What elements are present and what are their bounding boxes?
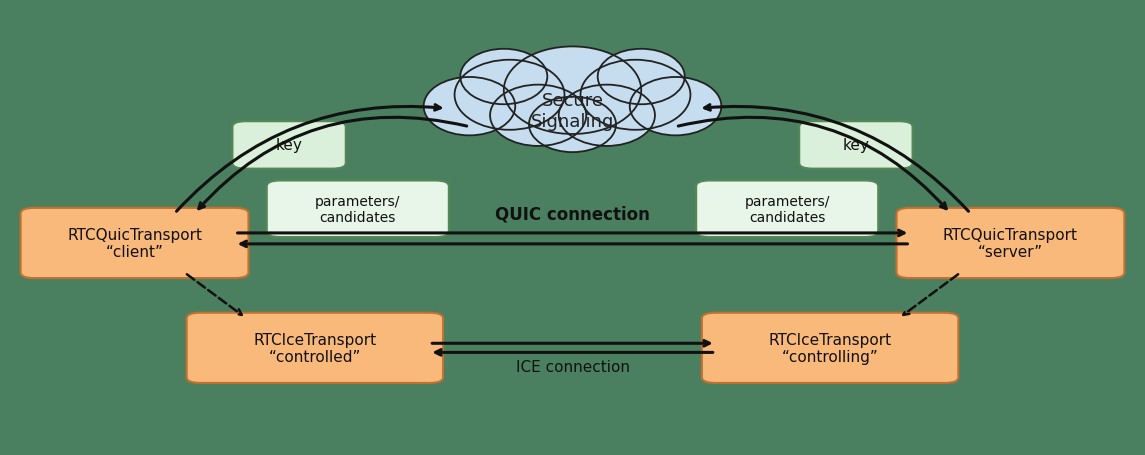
Text: Secure
Signaling: Secure Signaling (531, 92, 614, 131)
Text: key: key (843, 138, 869, 153)
Ellipse shape (598, 50, 685, 105)
Text: RTCQuicTransport
“server”: RTCQuicTransport “server” (943, 227, 1077, 260)
FancyBboxPatch shape (267, 181, 449, 238)
Ellipse shape (424, 78, 515, 136)
Ellipse shape (460, 50, 547, 105)
FancyBboxPatch shape (232, 122, 346, 169)
Ellipse shape (581, 61, 690, 131)
Text: key: key (276, 138, 302, 153)
FancyBboxPatch shape (21, 208, 248, 278)
Text: ICE connection: ICE connection (515, 359, 630, 374)
FancyBboxPatch shape (702, 313, 958, 383)
FancyBboxPatch shape (187, 313, 443, 383)
Ellipse shape (490, 86, 586, 147)
FancyBboxPatch shape (897, 208, 1124, 278)
Text: QUIC connection: QUIC connection (495, 205, 650, 223)
Ellipse shape (455, 61, 564, 131)
Ellipse shape (559, 86, 655, 147)
Text: RTCIceTransport
“controlling”: RTCIceTransport “controlling” (768, 332, 892, 364)
Text: RTCQuicTransport
“client”: RTCQuicTransport “client” (68, 227, 202, 260)
Text: parameters/
candidates: parameters/ candidates (315, 194, 401, 224)
Ellipse shape (529, 97, 616, 153)
FancyBboxPatch shape (799, 122, 913, 169)
Ellipse shape (504, 47, 641, 135)
FancyBboxPatch shape (696, 181, 878, 238)
Text: parameters/
candidates: parameters/ candidates (744, 194, 830, 224)
Text: RTCIceTransport
“controlled”: RTCIceTransport “controlled” (253, 332, 377, 364)
Ellipse shape (630, 78, 721, 136)
